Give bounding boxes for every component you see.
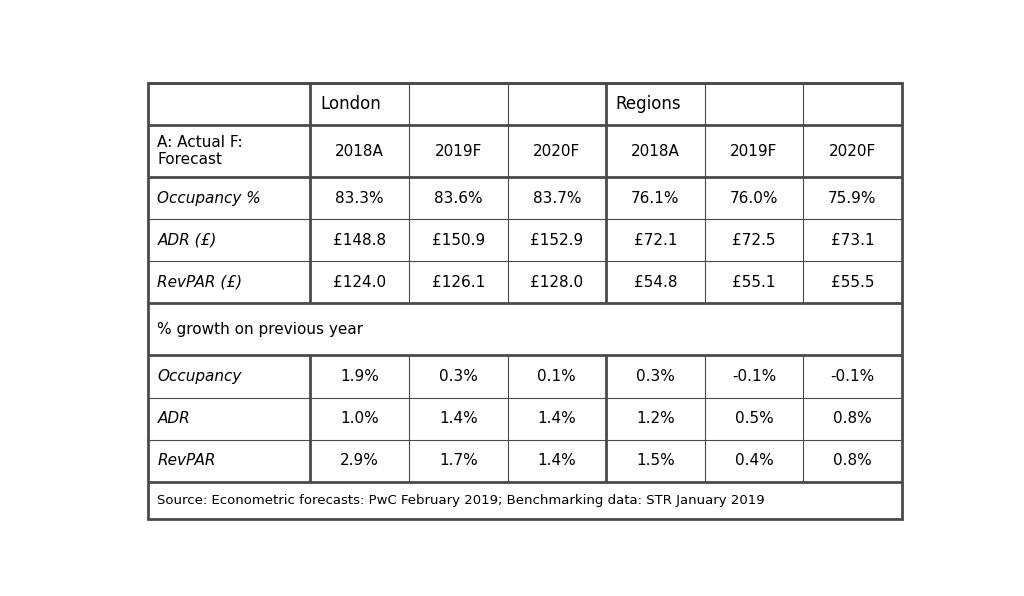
Text: 83.6%: 83.6% <box>434 191 482 206</box>
Text: 2.9%: 2.9% <box>340 453 379 468</box>
Text: 0.5%: 0.5% <box>734 411 773 426</box>
Text: 2020F: 2020F <box>828 144 877 159</box>
Text: 83.3%: 83.3% <box>336 191 384 206</box>
Text: 0.3%: 0.3% <box>439 369 478 384</box>
Text: 0.4%: 0.4% <box>734 453 773 468</box>
Text: 76.1%: 76.1% <box>631 191 680 206</box>
Text: ADR: ADR <box>158 411 190 426</box>
Text: 0.3%: 0.3% <box>636 369 675 384</box>
Text: -0.1%: -0.1% <box>830 369 874 384</box>
Text: % growth on previous year: % growth on previous year <box>158 322 364 337</box>
Text: £72.5: £72.5 <box>732 233 776 248</box>
Text: London: London <box>319 95 381 113</box>
Text: A: Actual F:
Forecast: A: Actual F: Forecast <box>158 135 243 167</box>
Text: Occupancy: Occupancy <box>158 369 242 384</box>
Text: £148.8: £148.8 <box>333 233 386 248</box>
Text: Source: Econometric forecasts: PwC February 2019; Benchmarking data: STR January: Source: Econometric forecasts: PwC Febru… <box>158 494 765 507</box>
Text: Regions: Regions <box>615 95 681 113</box>
Text: 75.9%: 75.9% <box>828 191 877 206</box>
Text: 1.9%: 1.9% <box>340 369 379 384</box>
Text: £150.9: £150.9 <box>432 233 485 248</box>
Text: Occupancy %: Occupancy % <box>158 191 261 206</box>
Text: £128.0: £128.0 <box>530 275 584 290</box>
Text: 1.4%: 1.4% <box>439 411 477 426</box>
Text: -0.1%: -0.1% <box>732 369 776 384</box>
Text: 1.0%: 1.0% <box>340 411 379 426</box>
Text: £126.1: £126.1 <box>432 275 485 290</box>
Text: RevPAR: RevPAR <box>158 453 216 468</box>
Text: £72.1: £72.1 <box>634 233 677 248</box>
Text: £55.5: £55.5 <box>830 275 874 290</box>
Text: 0.8%: 0.8% <box>834 411 871 426</box>
Text: £152.9: £152.9 <box>530 233 584 248</box>
Text: ADR (£): ADR (£) <box>158 233 217 248</box>
Text: 1.2%: 1.2% <box>636 411 675 426</box>
Text: 2019F: 2019F <box>730 144 777 159</box>
Text: RevPAR (£): RevPAR (£) <box>158 275 243 290</box>
Text: 2019F: 2019F <box>434 144 482 159</box>
Text: 0.1%: 0.1% <box>538 369 577 384</box>
Text: £124.0: £124.0 <box>333 275 386 290</box>
Text: 83.7%: 83.7% <box>532 191 581 206</box>
Text: 2018A: 2018A <box>631 144 680 159</box>
Text: 2020F: 2020F <box>534 144 581 159</box>
Text: 0.8%: 0.8% <box>834 453 871 468</box>
Text: 1.4%: 1.4% <box>538 411 577 426</box>
Text: £55.1: £55.1 <box>732 275 776 290</box>
Text: £54.8: £54.8 <box>634 275 677 290</box>
Text: 1.7%: 1.7% <box>439 453 477 468</box>
Text: £73.1: £73.1 <box>830 233 874 248</box>
Text: 2018A: 2018A <box>335 144 384 159</box>
Text: 76.0%: 76.0% <box>730 191 778 206</box>
Text: 1.4%: 1.4% <box>538 453 577 468</box>
Text: 1.5%: 1.5% <box>636 453 675 468</box>
